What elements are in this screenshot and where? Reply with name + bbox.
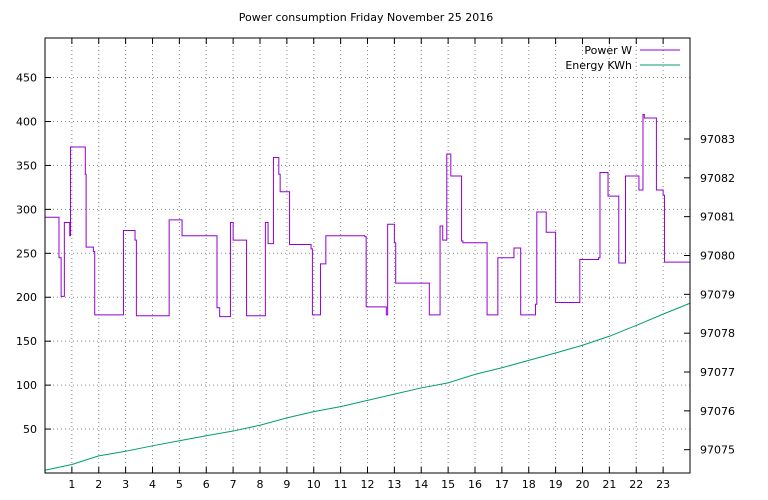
x-tick-label: 14 [414, 478, 428, 491]
y-tick-label: 200 [16, 291, 37, 304]
y2-tick-label: 97082 [700, 172, 735, 185]
x-tick-label: 20 [576, 478, 590, 491]
y-tick-label: 150 [16, 335, 37, 348]
y-tick-label: 250 [16, 247, 37, 260]
series-line-power [45, 113, 691, 318]
x-tick-label: 2 [95, 478, 102, 491]
x-tick-label: 23 [656, 478, 670, 491]
y2-tick-label: 97079 [700, 288, 735, 301]
x-tick-label: 8 [257, 478, 264, 491]
y2-tick-label: 97078 [700, 327, 735, 340]
y-tick-label: 450 [16, 72, 37, 85]
x-tick-label: 9 [283, 478, 290, 491]
x-tick-label: 22 [629, 478, 643, 491]
x-tick-label: 6 [203, 478, 210, 491]
legend-label-power: Power W [584, 44, 632, 57]
legend: Power W Energy KWh [565, 44, 680, 72]
x-tick-label: 1 [68, 478, 75, 491]
x-tick-label: 17 [495, 478, 509, 491]
y-tick-label: 100 [16, 379, 37, 392]
y-tick-label: 50 [23, 423, 37, 436]
x-tick-label: 13 [387, 478, 401, 491]
x-tick-label: 10 [307, 478, 321, 491]
x-tick-label: 12 [361, 478, 375, 491]
x-tick-label: 21 [602, 478, 616, 491]
x-tick-label: 15 [441, 478, 455, 491]
legend-label-energy: Energy KWh [565, 59, 632, 72]
y2-tick-label: 97081 [700, 211, 735, 224]
grid-lines [45, 38, 690, 473]
x-tick-label: 11 [334, 478, 348, 491]
y-tick-label: 350 [16, 159, 37, 172]
y2-tick-label: 97075 [700, 444, 735, 457]
series-layer [44, 113, 691, 471]
y2-tick-label: 97080 [700, 250, 735, 263]
plot-frame [44, 37, 691, 474]
y2-tick-label: 97077 [700, 366, 735, 379]
axis-ticks: 1 2 3 4 5 6 7 8 9 10 11 12 13 14 15 16 17 18 19 20 21 22 23501… [16, 38, 735, 491]
y2-tick-label: 97076 [700, 405, 735, 418]
x-tick-label: 19 [549, 478, 563, 491]
x-tick-label: 16 [468, 478, 482, 491]
x-tick-label: 5 [176, 478, 183, 491]
x-tick-label: 3 [122, 478, 129, 491]
chart-title: Power consumption Friday November 25 201… [239, 11, 494, 24]
y-tick-label: 300 [16, 203, 37, 216]
y2-tick-label: 97083 [700, 133, 735, 146]
series-line-energy [44, 302, 691, 471]
x-tick-label: 4 [149, 478, 156, 491]
x-tick-label: 7 [230, 478, 237, 491]
x-tick-label: 18 [522, 478, 536, 491]
y-tick-label: 400 [16, 115, 37, 128]
